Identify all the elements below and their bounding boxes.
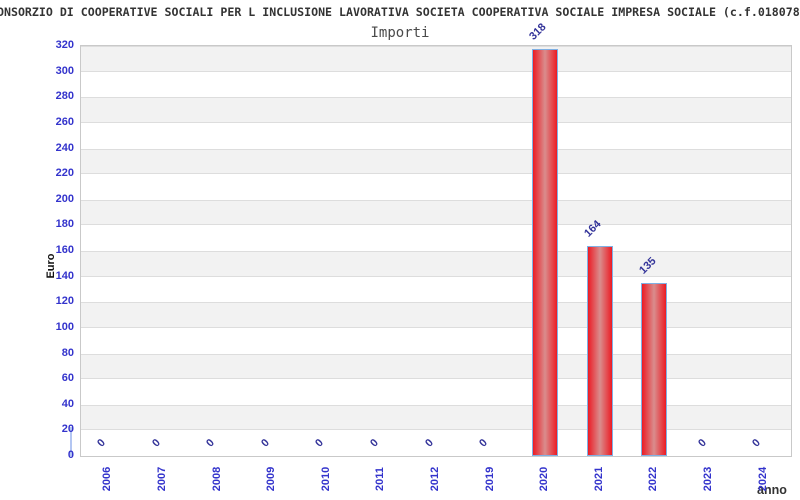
page-title: ONSORZIO DI COOPERATIVE SOCIALI PER L IN… — [0, 5, 800, 19]
grid-band-white — [81, 430, 791, 456]
grid-band-gray — [81, 199, 791, 226]
bar-2020 — [532, 48, 559, 456]
y-tick-label: 60 — [61, 372, 74, 385]
grid-band-gray — [81, 404, 791, 431]
x-axis-title: anno — [757, 483, 787, 497]
y-tick-label: 260 — [55, 115, 74, 128]
x-tick-label-2012: 2012 — [429, 466, 441, 492]
x-tick-label-2008: 2008 — [210, 466, 223, 492]
x-tick-label-2019: 2019 — [483, 466, 496, 492]
bar-2022 — [641, 283, 668, 456]
x-tick-label-2006: 2006 — [101, 466, 114, 492]
grid-band-white — [81, 71, 791, 98]
y-tick-label: 300 — [55, 64, 74, 77]
grid-band-gray — [81, 353, 791, 380]
y-axis-line-segment — [70, 427, 72, 456]
grid-band-white — [81, 174, 791, 200]
grid-band-gray — [81, 148, 791, 175]
y-tick-label: 320 — [55, 39, 74, 51]
y-tick-label: 220 — [55, 167, 74, 180]
y-tick-label: 40 — [61, 397, 74, 410]
grid-band-gray — [81, 251, 791, 277]
chart-title: Importi — [370, 25, 430, 41]
y-tick-label: 200 — [55, 192, 74, 205]
grid-band-white — [81, 122, 791, 149]
y-tick-label: 100 — [55, 320, 74, 333]
y-tick-label: 180 — [55, 218, 74, 231]
bar-2021 — [586, 245, 613, 456]
y-tick-label: 80 — [61, 346, 74, 359]
grid-band-gray — [81, 46, 791, 72]
x-tick-label-2020: 2020 — [538, 466, 551, 492]
grid-band-gray — [81, 302, 791, 328]
y-tick-label: 140 — [55, 269, 74, 282]
x-tick-label-2023: 2023 — [702, 466, 715, 492]
y-tick-label: 120 — [55, 295, 74, 308]
y-tick-label: 280 — [55, 90, 74, 103]
grid-band-white — [81, 379, 791, 405]
plot-area — [80, 45, 792, 457]
y-tick-label: 240 — [55, 141, 74, 154]
x-tick-label-2011: 2011 — [374, 467, 387, 491]
x-tick-label-2024: 2024 — [756, 466, 769, 492]
y-tick-label: 20 — [61, 423, 74, 436]
x-tick-label-2021: 2021 — [592, 466, 605, 492]
grid-band-white — [81, 225, 791, 251]
x-tick-label-2007: 2007 — [155, 466, 168, 492]
grid-band-gray — [81, 97, 791, 123]
y-tick-label: 160 — [55, 244, 74, 256]
grid-band-white — [81, 276, 791, 303]
x-tick-label-2009: 2009 — [265, 466, 278, 492]
x-tick-label-2022: 2022 — [647, 466, 660, 492]
x-tick-label-2010: 2010 — [319, 466, 332, 492]
y-tick-label: 0 — [67, 449, 74, 461]
grid-band-white — [81, 327, 791, 354]
